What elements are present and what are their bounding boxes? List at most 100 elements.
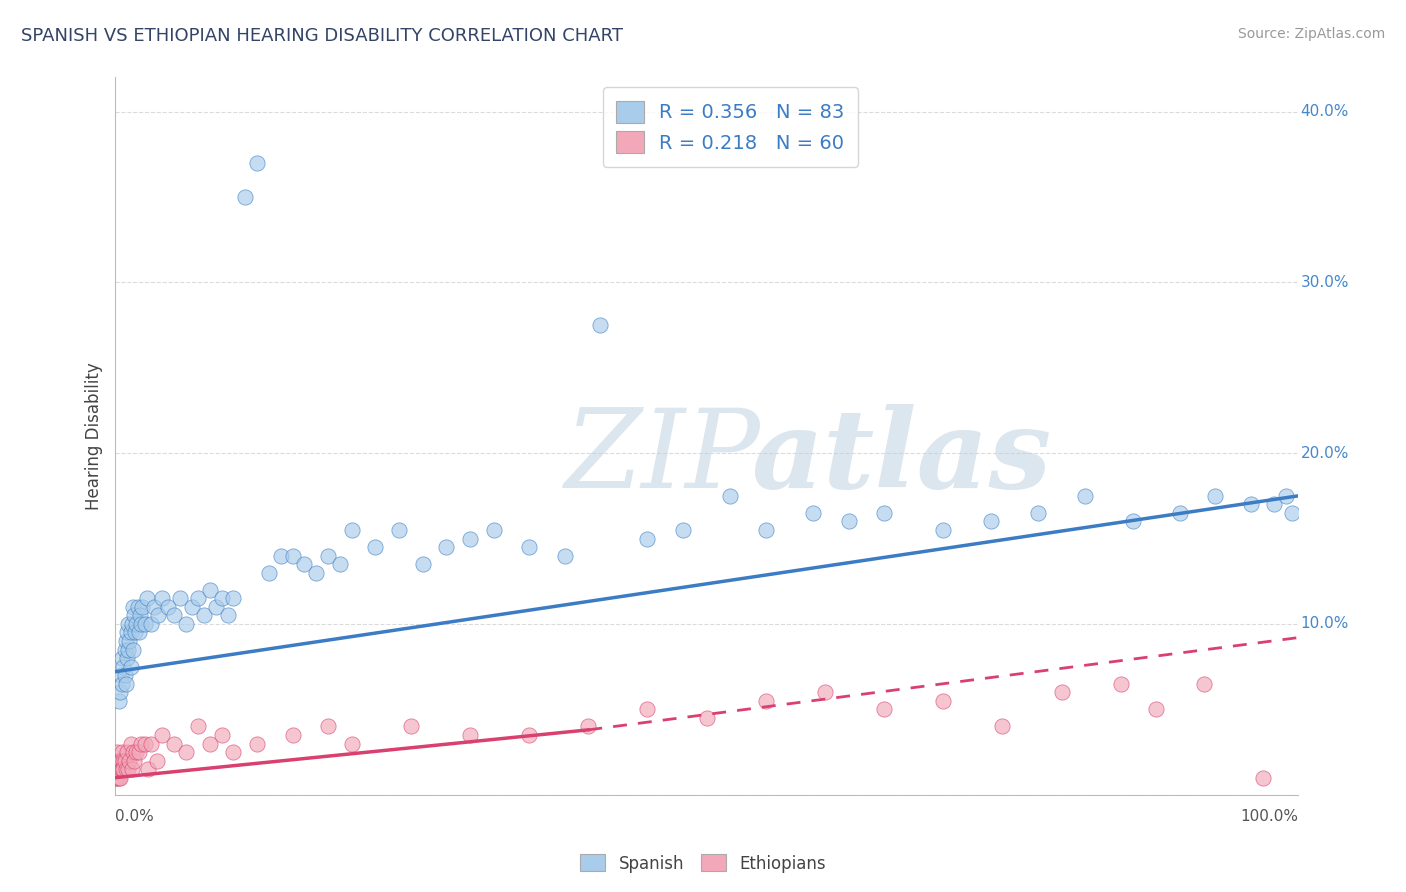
Point	[121, 762, 143, 776]
Text: Source: ZipAtlas.com: Source: ZipAtlas.com	[1237, 27, 1385, 41]
Point	[124, 625, 146, 640]
Point	[814, 685, 837, 699]
Point	[120, 737, 142, 751]
Point	[305, 566, 328, 580]
Point	[672, 523, 695, 537]
Point	[136, 762, 159, 776]
Point	[1050, 685, 1073, 699]
Point	[110, 668, 132, 682]
Point	[1074, 489, 1097, 503]
Point	[115, 745, 138, 759]
Point	[554, 549, 576, 563]
Point	[146, 608, 169, 623]
Point	[112, 762, 135, 776]
Point	[270, 549, 292, 563]
Point	[340, 523, 363, 537]
Point	[118, 754, 141, 768]
Point	[257, 566, 280, 580]
Point	[281, 728, 304, 742]
Text: 10.0%: 10.0%	[1301, 616, 1348, 632]
Point	[107, 694, 129, 708]
Point	[755, 523, 778, 537]
Point	[152, 728, 174, 742]
Point	[129, 608, 152, 623]
Point	[112, 659, 135, 673]
Point	[1251, 771, 1274, 785]
Point	[458, 532, 481, 546]
Point	[120, 625, 142, 640]
Point	[114, 677, 136, 691]
Point	[1026, 506, 1049, 520]
Point	[122, 745, 145, 759]
Point	[107, 754, 129, 768]
Point	[1168, 506, 1191, 520]
Point	[114, 754, 136, 768]
Point	[129, 737, 152, 751]
Point	[838, 515, 860, 529]
Point	[576, 719, 599, 733]
Point	[107, 762, 129, 776]
Text: 0.0%: 0.0%	[115, 809, 153, 824]
Point	[117, 617, 139, 632]
Point	[125, 745, 148, 759]
Point	[163, 737, 186, 751]
Point	[114, 762, 136, 776]
Point	[1281, 506, 1303, 520]
Point	[364, 540, 387, 554]
Point	[111, 677, 134, 691]
Point	[637, 702, 659, 716]
Point	[108, 754, 131, 768]
Point	[198, 582, 221, 597]
Point	[117, 762, 139, 776]
Point	[329, 557, 352, 571]
Point	[801, 506, 824, 520]
Point	[134, 617, 156, 632]
Point	[412, 557, 434, 571]
Legend: Spanish, Ethiopians: Spanish, Ethiopians	[574, 847, 832, 880]
Point	[122, 642, 145, 657]
Point	[174, 745, 197, 759]
Point	[217, 608, 239, 623]
Text: SPANISH VS ETHIOPIAN HEARING DISABILITY CORRELATION CHART: SPANISH VS ETHIOPIAN HEARING DISABILITY …	[21, 27, 623, 45]
Point	[1204, 489, 1226, 503]
Point	[873, 506, 896, 520]
Point	[114, 668, 136, 682]
Point	[127, 599, 149, 614]
Point	[107, 762, 129, 776]
Point	[118, 634, 141, 648]
Point	[1240, 497, 1263, 511]
Point	[122, 754, 145, 768]
Point	[980, 515, 1002, 529]
Point	[517, 728, 540, 742]
Text: 100.0%: 100.0%	[1240, 809, 1298, 824]
Point	[932, 694, 955, 708]
Point	[991, 719, 1014, 733]
Point	[110, 762, 132, 776]
Point	[128, 625, 150, 640]
Point	[114, 634, 136, 648]
Point	[281, 549, 304, 563]
Point	[340, 737, 363, 751]
Point	[105, 754, 128, 768]
Text: atlas: atlas	[752, 404, 1052, 511]
Point	[134, 737, 156, 751]
Point	[121, 617, 143, 632]
Point	[1275, 489, 1298, 503]
Point	[755, 694, 778, 708]
Point	[139, 617, 162, 632]
Point	[139, 737, 162, 751]
Point	[1263, 497, 1285, 511]
Point	[111, 762, 134, 776]
Point	[108, 762, 131, 776]
Point	[107, 771, 129, 785]
Text: 40.0%: 40.0%	[1301, 104, 1348, 120]
Point	[111, 651, 134, 665]
Point	[152, 591, 174, 606]
Point	[145, 754, 167, 768]
Point	[204, 599, 226, 614]
Point	[434, 540, 457, 554]
Point	[107, 745, 129, 759]
Text: 20.0%: 20.0%	[1301, 446, 1348, 460]
Point	[246, 156, 269, 170]
Point	[114, 642, 136, 657]
